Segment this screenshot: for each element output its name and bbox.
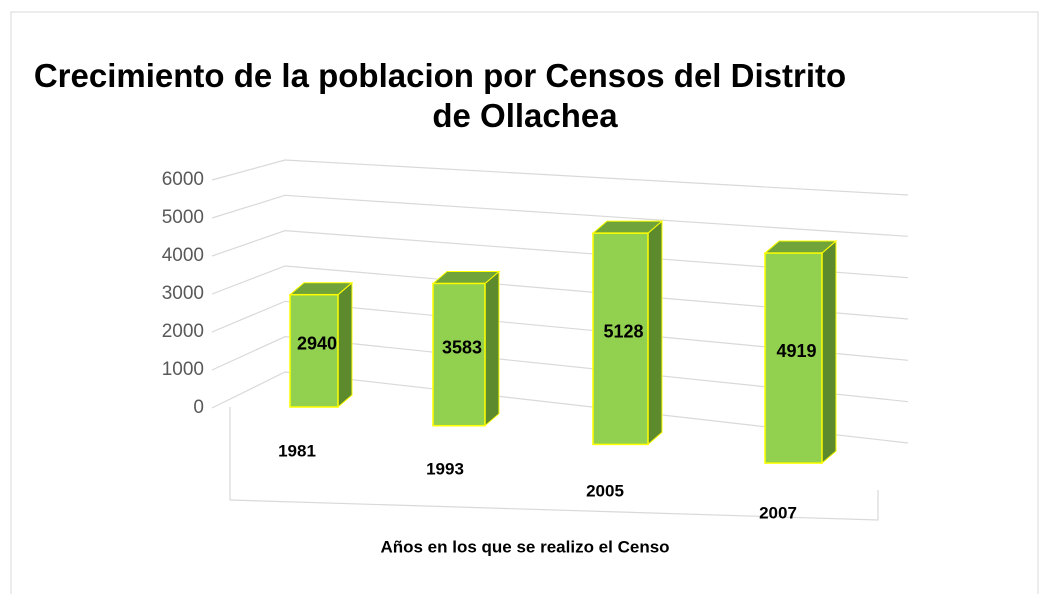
y-tick-label: 4000 <box>162 245 204 266</box>
chart-title-line: de Ollachea <box>432 97 618 134</box>
bar <box>592 232 649 446</box>
x-tick-label: 2007 <box>759 503 797 522</box>
data-label: 5128 <box>603 322 643 342</box>
grid-line <box>211 159 909 196</box>
y-tick-label: 2000 <box>162 321 204 342</box>
grid-line <box>211 336 909 403</box>
bar <box>432 282 486 427</box>
y-tick-label: 6000 <box>162 169 204 190</box>
y-tick-label: 0 <box>193 397 204 418</box>
grid-line <box>211 300 909 361</box>
chart-border <box>10 11 1039 594</box>
x-tick-label: 1993 <box>426 459 464 478</box>
bar <box>289 293 339 408</box>
chart-title-line: Crecimiento de la poblacion por Censos d… <box>34 57 846 94</box>
data-label: 3583 <box>442 337 482 357</box>
x-axis-title: Años en los que se realizo el Censo <box>380 537 669 556</box>
x-tick-label: 2005 <box>586 481 624 500</box>
data-label: 2940 <box>297 334 337 354</box>
y-tick-label: 5000 <box>162 207 204 228</box>
y-tick-label: 3000 <box>162 283 204 304</box>
bar-side <box>484 270 500 427</box>
grid-line <box>211 194 909 237</box>
bar-side <box>821 239 837 465</box>
bar-side <box>337 281 353 409</box>
chart-title: Crecimiento de la poblacion por Censos d… <box>34 57 846 134</box>
bar <box>764 252 823 464</box>
bar-side <box>647 220 663 446</box>
grid-line <box>211 230 909 279</box>
y-tick-label: 1000 <box>162 359 204 380</box>
x-tick-label: 1981 <box>278 441 316 460</box>
data-label: 4919 <box>776 341 816 361</box>
grid-line <box>211 265 909 320</box>
grid-line <box>211 371 909 444</box>
floor-edge <box>229 407 879 521</box>
